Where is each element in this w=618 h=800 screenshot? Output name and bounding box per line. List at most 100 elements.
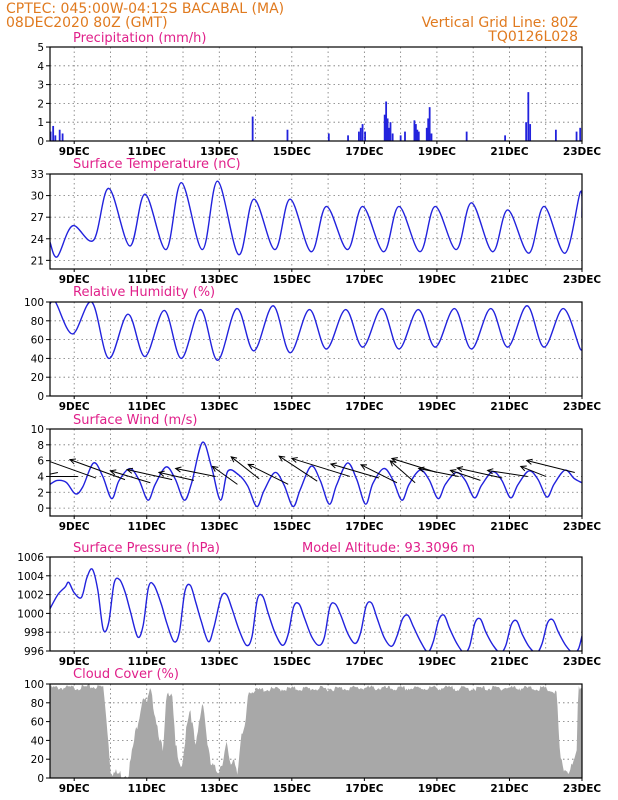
x-tick-label: 11DEC [128,146,167,158]
plot-frame [49,556,583,652]
wind-arrow [126,467,173,481]
y-tick-label: 100 [24,297,44,309]
x-tick-label: 13DEC [200,656,239,668]
x-tick-label: 9DEC [59,401,90,413]
wind-panel: Surface Wind (m/s) 0 2 4 6 8 10 9DEC 11DEC 13DEC… [31,413,602,533]
precip-bar [359,127,362,141]
y-tick-label: 60 [31,717,44,729]
precip-bar [54,135,57,141]
y-tick-label: 5 [37,42,44,54]
precip-bar [430,133,433,141]
precip-bar [383,114,386,141]
x-tick-label: 21DEC [490,521,529,533]
wind-arrow [109,469,151,484]
y-tick-label: 4 [37,471,44,483]
precip-bar [413,120,416,141]
x-tick-label: 17DEC [345,274,384,286]
x-tick-label: 15DEC [273,274,312,286]
precip-bar [525,122,528,141]
x-tick-label: 15DEC [273,521,312,533]
humidity-title: Relative Humidity (%) [73,285,215,300]
y-tick-label: 80 [31,316,44,328]
y-tick-label: 10 [31,424,44,436]
x-tick-label: 23DEC [563,656,602,668]
precipitation-plot: 0 1 2 3 4 5 9DEC 11DEC 13DEC 15DEC 17DEC 19DEC 21DEC… [37,42,601,158]
precip-bar [347,135,349,141]
y-tick-label: 0 [37,391,44,403]
x-tick-label: 19DEC [418,656,457,668]
wind-arrow [211,465,238,485]
temperature-title: Surface Temperature (nC) [73,157,241,172]
x-tick-label: 13DEC [200,521,239,533]
humidity-panel: Relative Humidity (%) 0 20 40 60 80 100 9DEC 11… [24,285,601,413]
plot-frame [49,173,583,270]
x-tick-label: 13DEC [200,274,239,286]
precipitation-title: Precipitation (mm/h) [73,31,206,46]
x-tick-label: 13DEC [200,146,239,158]
wind-arrow [486,468,528,477]
y-tick-label: 1 [37,117,44,129]
precip-bar [388,127,390,141]
wind-arrow [174,466,216,477]
header-grid-line: Vertical Grid Line: 80Z [422,15,578,31]
x-tick-label: 17DEC [345,401,384,413]
y-tick-label: 1004 [17,571,44,583]
plot-frame [49,428,583,517]
precip-bar [529,124,532,141]
precip-bar [327,133,330,141]
precip-bar [554,129,557,141]
series-line [50,568,582,651]
plot-frame [49,683,583,779]
y-tick-label: 1002 [17,590,44,602]
y-tick-label: 2 [37,487,44,499]
x-tick-label: 23DEC [563,783,602,795]
precip-bar [504,135,507,141]
y-tick-label: 0 [37,503,44,515]
x-tick-label: 9DEC [59,274,90,286]
precip-bar [385,101,388,141]
wind-arrow [230,456,260,480]
model-altitude-label: Model Altitude: 93.3096 m [302,541,475,556]
x-tick-label: 23DEC [563,401,602,413]
y-tick-label: 30 [31,191,44,203]
precip-bar [50,131,52,141]
x-tick-label: 23DEC [563,274,602,286]
y-tick-label: 21 [31,255,44,267]
x-tick-label: 21DEC [490,274,529,286]
precip-bar [404,131,406,141]
precip-bar [425,127,428,141]
x-tick-label: 15DEC [273,656,312,668]
precip-bar [361,124,364,141]
x-tick-label: 11DEC [128,783,167,795]
x-tick-label: 19DEC [418,783,457,795]
x-tick-label: 19DEC [418,401,457,413]
y-tick-label: 0 [37,136,44,148]
x-tick-label: 19DEC [418,274,457,286]
wind-arrow [68,458,126,481]
wind-arrow [519,465,546,477]
x-tick-label: 17DEC [345,783,384,795]
humidity-plot: 0 20 40 60 80 100 9DEC 11DEC 13DEC 15DEC 17DEC 19DE… [24,297,601,413]
precip-bar [52,125,55,141]
y-tick-label: 3 [37,80,44,92]
x-tick-label: 21DEC [490,401,529,413]
wind-arrow [50,461,97,479]
precip-bar [61,133,64,141]
y-tick-label: 60 [31,335,44,347]
y-tick-label: 27 [31,212,44,224]
y-tick-label: 4 [37,61,44,73]
precip-bar [428,107,431,141]
wind-arrow [157,470,195,481]
precip-bar [579,127,582,141]
temperature-plot: 21 24 27 30 33 9DEC 11DEC 13DEC 15DEC 17DEC 19DEC 2… [31,169,602,286]
wind-arrow [525,458,575,473]
pressure-plot: 996 998 1000 1002 1004 1006 9DEC 11DEC 13DEC 15DE… [17,552,601,668]
wind-plot: 0 2 4 6 8 10 9DEC 11DEC 13DEC 15DEC 17DEC 19DEC 21DE… [31,424,602,533]
precip-bar [358,131,360,141]
cloud-cover-panel: Cloud Cover (%) 0 20 40 60 80 100 9DEC 11DEC 13D… [24,667,601,795]
wind-arrow [329,462,380,479]
pressure-title: Surface Pressure (hPa) [73,541,220,556]
x-tick-label: 23DEC [563,146,602,158]
series-line [50,180,582,258]
x-tick-label: 17DEC [345,521,384,533]
